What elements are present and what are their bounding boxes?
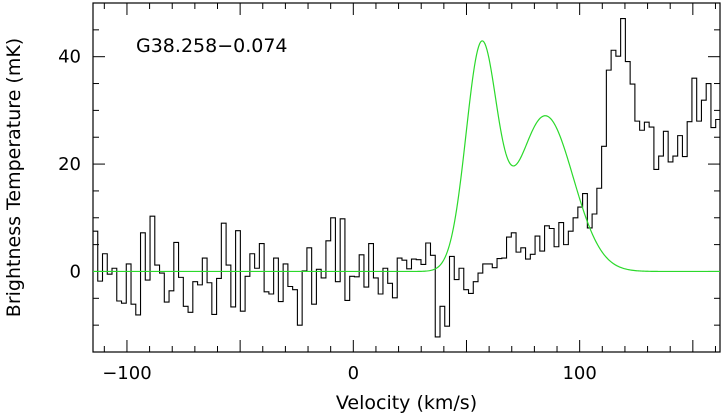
tick-marks — [93, 2, 720, 353]
x-tick-label: −100 — [102, 363, 151, 384]
x-tick-label: 100 — [562, 363, 596, 384]
y-tick-label: 40 — [58, 47, 81, 68]
y-axis-label: Brightness Temperature (mK) — [3, 38, 25, 317]
spectrum-step-line — [93, 18, 720, 338]
plot-frame — [92, 2, 721, 353]
y-tick-label: 0 — [70, 261, 81, 282]
y-tick-label: 20 — [58, 154, 81, 175]
tick-labels: −100 0 100 0 20 40 — [58, 47, 597, 384]
gaussian-fit-line — [93, 40, 720, 273]
plot-area — [93, 18, 720, 338]
source-name-annotation: G38.258−0.074 — [136, 35, 288, 57]
x-axis-label: Velocity (km/s) — [336, 392, 477, 414]
x-tick-label: 0 — [348, 363, 359, 384]
